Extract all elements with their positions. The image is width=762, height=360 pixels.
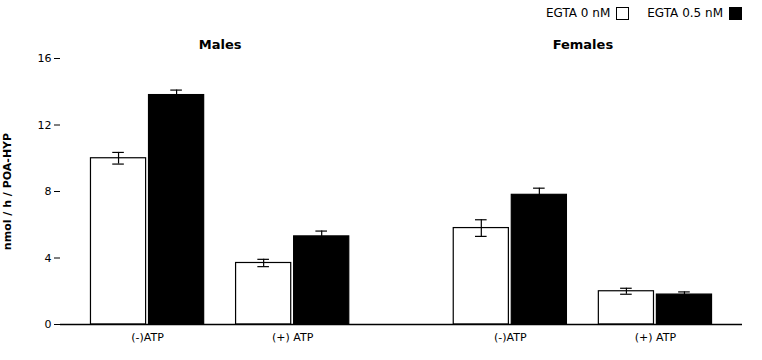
svg-text:0: 0 (45, 318, 52, 331)
html-text:EGTA 0 nM: EGTA 0 nM (546, 6, 611, 20)
svg-text:Females: Females (553, 37, 614, 52)
svg-text:nmol / h / POA-HYP: nmol / h / POA-HYP (1, 133, 14, 250)
svg-text:4: 4 (45, 252, 52, 265)
svg-text:(-)ATP: (-)ATP (131, 331, 164, 344)
svg-text:(+) ATP: (+) ATP (272, 331, 314, 344)
svg-text:(-)ATP: (-)ATP (494, 331, 527, 344)
svg-text:12: 12 (38, 119, 52, 132)
svg-text:8: 8 (45, 185, 52, 198)
svg-text:16: 16 (38, 52, 52, 65)
html-text:EGTA 0.5 nM: EGTA 0.5 nM (647, 6, 723, 20)
svg-text:(+) ATP: (+) ATP (635, 331, 677, 344)
svg-text:Males: Males (199, 37, 242, 52)
